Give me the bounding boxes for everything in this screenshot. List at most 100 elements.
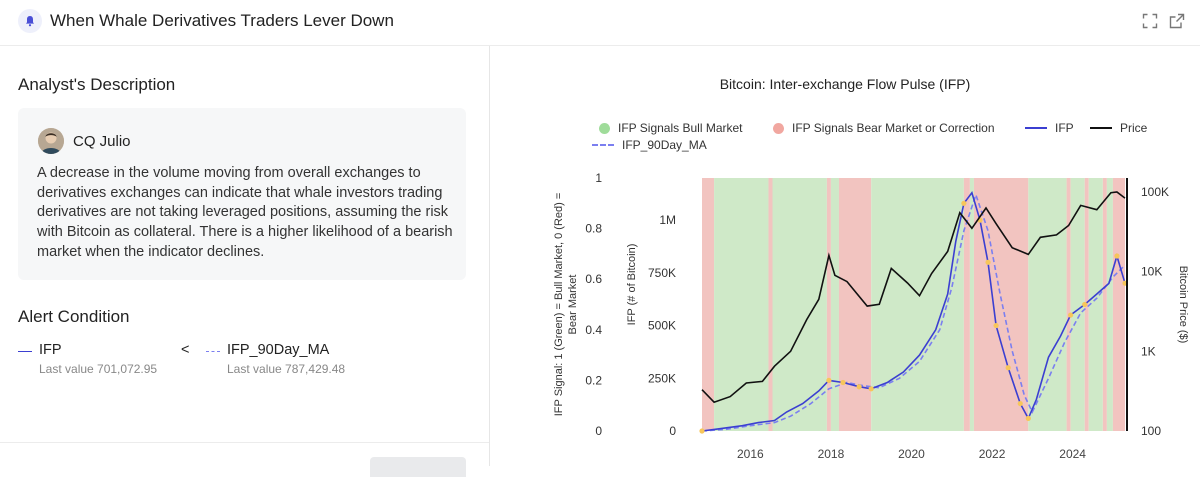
- signal-region-bear: [1102, 178, 1107, 431]
- external-link-icon[interactable]: [1168, 12, 1186, 30]
- signal-axis-tick: 0: [595, 424, 602, 438]
- bear-signal-point: [985, 259, 991, 265]
- ma-line: [701, 192, 1126, 432]
- legend-ifp-label: IFP: [1055, 121, 1074, 135]
- legend-bull-swatch: [599, 122, 610, 134]
- legend-price[interactable]: Price: [1090, 121, 1147, 135]
- x-axis-tick: 2020: [898, 447, 925, 461]
- price-axis-tick: 10K: [1141, 265, 1162, 279]
- signal-region-bear: [1112, 178, 1125, 431]
- signal-axis-label: IFP Signal: 1 (Green) = Bull Market, 0 (…: [553, 193, 579, 417]
- signal-region-bear: [768, 178, 773, 431]
- chart-axes: 0 0.2 0.4 0.6 0.8 1 0 250K 500K 750K 1M 100 1K 10K 100…: [553, 171, 1189, 461]
- signal-axis-tick: 0.4: [585, 323, 602, 337]
- page-header: When Whale Derivatives Traders Lever Dow…: [0, 0, 1200, 46]
- ifp-axis-tick: 250K: [648, 371, 676, 385]
- alert-condition-row: IFP Last value 701,072.95 < IFP_90Day_MA…: [18, 342, 478, 382]
- legend-bull[interactable]: IFP Signals Bull Market: [599, 121, 743, 135]
- signal-region-bear: [1066, 178, 1071, 431]
- legend-ifp-swatch: [1025, 127, 1047, 129]
- expand-icon[interactable]: [1141, 12, 1159, 30]
- signal-region-bull: [1070, 178, 1085, 431]
- page-title: When Whale Derivatives Traders Lever Dow…: [50, 11, 394, 30]
- legend-ifp[interactable]: IFP: [1025, 121, 1074, 135]
- bear-signal-point: [868, 386, 874, 392]
- price-axis-tick: 1K: [1141, 344, 1156, 358]
- signal-region-bear: [826, 178, 831, 431]
- signal-region-bull: [969, 178, 974, 431]
- x-axis-tick: 2024: [1059, 447, 1086, 461]
- x-axis-tick: 2016: [737, 447, 764, 461]
- left-panel: Analyst's Description CQ Julio A decreas…: [0, 46, 489, 477]
- signal-region-bull: [772, 178, 827, 431]
- alert-condition-title: Alert Condition: [18, 307, 130, 326]
- description-text: A decrease in the volume moving from ove…: [37, 165, 453, 260]
- ma-series: [701, 192, 1126, 432]
- signal-axis-tick: 0.2: [585, 373, 602, 387]
- price-line: [701, 191, 1126, 404]
- ifp-axis-tick: 0: [669, 424, 676, 438]
- x-axis-tick: 2018: [818, 447, 845, 461]
- description-card: CQ Julio A decrease in the volume moving…: [18, 108, 466, 280]
- ifp-axis-tick: 1M: [659, 213, 676, 227]
- signal-region-bear: [702, 178, 715, 431]
- ifp-line: [701, 191, 1126, 432]
- legend-price-label: Price: [1120, 121, 1148, 135]
- condition-operator: <: [181, 342, 190, 358]
- legend-ma[interactable]: IFP_90Day_MA: [592, 138, 707, 152]
- price-axis-tick: 100K: [1141, 185, 1169, 199]
- signal-regions: [702, 178, 1125, 431]
- signal-region-bull: [1028, 178, 1067, 431]
- condition-left-name: IFP: [39, 342, 62, 358]
- price-axis-tick: 100: [1141, 424, 1161, 438]
- bear-signal-point: [856, 384, 862, 390]
- chart-title: Bitcoin: Inter-exchange Flow Pulse (IFP): [719, 76, 971, 92]
- legend-price-swatch: [1090, 127, 1112, 129]
- bear-signal-point: [961, 200, 967, 206]
- author-name: CQ Julio: [73, 133, 131, 150]
- condition-right-name: IFP_90Day_MA: [227, 342, 330, 358]
- legend-bull-label: IFP Signals Bull Market: [618, 121, 743, 135]
- bear-signal-point: [1082, 301, 1088, 308]
- bear-signal-point: [1005, 365, 1011, 371]
- ma-line-swatch: [206, 351, 220, 352]
- bear-signal-point: [1017, 400, 1023, 407]
- ifp-axis-tick: 500K: [648, 319, 676, 333]
- ifp-axis-label: IFP (# of Bitcoin): [626, 244, 638, 326]
- signal-axis-tick: 1: [595, 171, 602, 185]
- signal-region-bear: [973, 178, 1029, 431]
- legend-bear-label: IFP Signals Bear Market or Correction: [792, 121, 995, 135]
- signal-axis-tick: 0.8: [585, 222, 602, 236]
- signal-region-bull: [1088, 178, 1103, 431]
- signal-region-bull: [1106, 178, 1113, 431]
- bear-signal-point: [1068, 312, 1074, 318]
- legend-bear[interactable]: IFP Signals Bear Market or Correction: [773, 121, 995, 135]
- signal-region-bull: [871, 178, 964, 431]
- bear-signal-point: [1114, 253, 1120, 259]
- chart-panel: Bitcoin: Inter-exchange Flow Pulse (IFP)…: [490, 46, 1200, 466]
- description-title: Analyst's Description: [18, 75, 176, 94]
- condition-right-last-value: Last value 787,429.48: [227, 362, 346, 376]
- action-button[interactable]: [370, 457, 466, 477]
- bear-signal-point: [840, 379, 846, 386]
- legend-ma-swatch: [592, 144, 614, 146]
- bear-signal-point: [699, 428, 705, 434]
- ifp-chart: 0 0.2 0.4 0.6 0.8 1 0 250K 500K 750K 1M 100 1K 10K 100…: [553, 171, 1189, 461]
- x-axis-tick: 2022: [979, 447, 1006, 461]
- signal-region-bull: [714, 178, 769, 431]
- bottom-bar: [0, 442, 489, 477]
- price-series: [701, 191, 1126, 404]
- price-axis-label: Bitcoin Price ($): [1177, 266, 1189, 344]
- signal-region-bear: [963, 178, 970, 431]
- ifp-line-swatch: [18, 351, 32, 352]
- condition-left-last-value: Last value 701,072.95: [39, 362, 158, 376]
- ifp-axis-tick: 750K: [648, 266, 676, 280]
- signal-axis-tick: 0.6: [585, 272, 602, 286]
- bear-signal-point: [826, 377, 832, 383]
- bell-icon: [18, 9, 42, 33]
- panel-divider: [489, 46, 490, 466]
- bear-signal-point: [993, 322, 999, 329]
- legend-bear-swatch: [773, 122, 784, 134]
- legend-ma-label: IFP_90Day_MA: [622, 138, 707, 152]
- signal-region-bull: [830, 178, 839, 431]
